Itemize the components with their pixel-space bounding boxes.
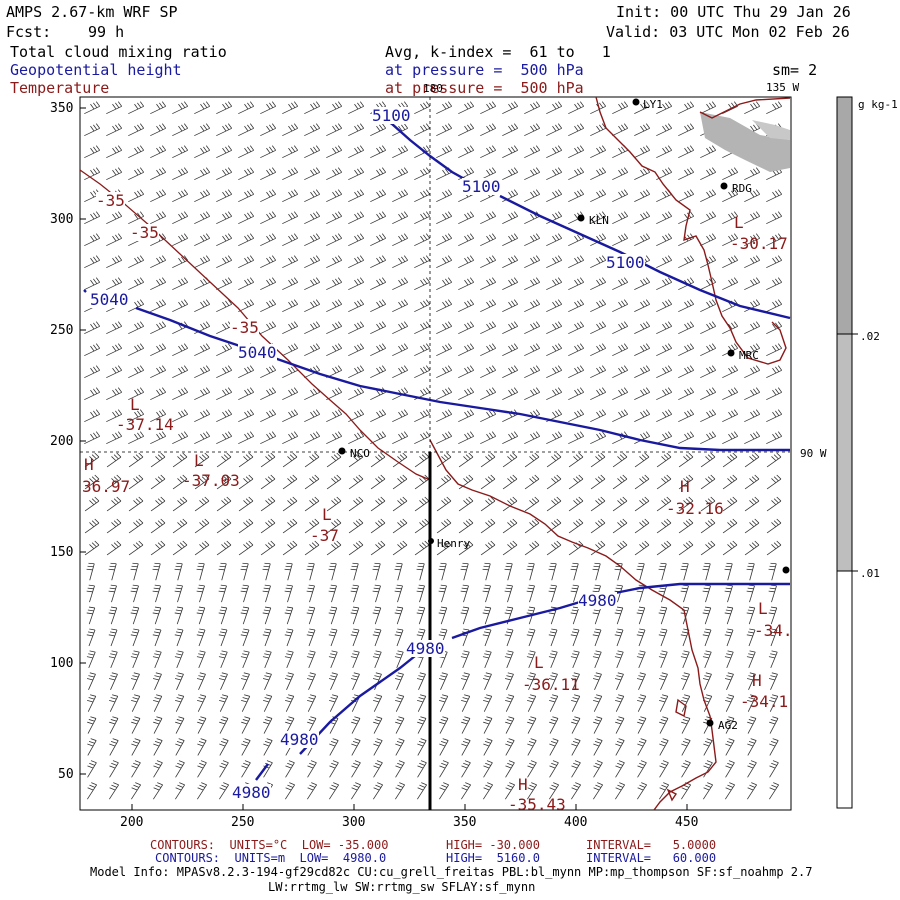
temp-label: -34.1	[740, 692, 789, 711]
colorbar-high	[836, 96, 853, 335]
height-label: 4980	[578, 591, 617, 610]
x-tick: 300	[342, 815, 366, 830]
smoothing: sm= 2	[772, 61, 818, 79]
station-label: NCO	[350, 447, 370, 460]
station-label: Henry	[437, 537, 471, 550]
temp-label: H	[680, 477, 690, 496]
model-info-2: LW:rrtmg_lw SW:rrtmg_sw SFLAY:sf_mynn	[268, 880, 536, 894]
height-contour-interval: INTERVAL= 60.000	[586, 851, 717, 865]
x-tick: 250	[231, 815, 255, 830]
station-ag2-marker	[706, 719, 714, 727]
temp-label: -37.14	[116, 415, 174, 434]
height-label: 5100	[462, 177, 501, 196]
field-height: Geopotential height	[10, 61, 182, 79]
temp-label: L	[534, 653, 544, 672]
model-info: Model Info: MPASv8.2.3-194-gf29cd82c CU:…	[90, 865, 813, 879]
temp-label: -34.	[754, 621, 793, 640]
forecast-label: Fcst:	[6, 23, 52, 41]
init-time: Init: 00 UTC Thu 29 Jan 26	[616, 3, 851, 21]
y-tick: 200	[50, 434, 74, 449]
temp-label: -36.11	[522, 675, 580, 694]
temp-label: -37.03	[182, 471, 240, 490]
temp-label: L	[130, 395, 140, 414]
height-contour-high: HIGH= 5160.0	[446, 851, 540, 865]
temp-label: L	[758, 599, 768, 618]
coastline	[429, 97, 791, 810]
lon-label-90w: 90 W	[800, 447, 827, 460]
height-label: 4980	[232, 783, 271, 802]
temp-label: -35.43	[508, 795, 566, 814]
temp-label: -32.16	[666, 499, 724, 518]
station-edge-marker	[782, 566, 790, 574]
temp-label: -37	[310, 526, 339, 545]
axis-ticks	[80, 107, 688, 810]
x-tick: 200	[120, 815, 144, 830]
y-tick: 250	[50, 323, 74, 338]
station-henry-marker	[428, 538, 434, 544]
station-label: KLN	[589, 214, 609, 227]
temp-label: -30.17	[730, 234, 788, 253]
temp-label: -35	[96, 191, 125, 210]
y-tick: 350	[50, 101, 74, 116]
colorbar-mid	[836, 333, 853, 572]
field-temperature: Temperature	[10, 79, 110, 97]
station-mrc-marker	[727, 349, 735, 357]
plot-frame	[79, 96, 792, 811]
cloud-shading	[700, 112, 790, 172]
temp-contour-interval: INTERVAL= 5.0000	[586, 838, 717, 852]
colorbar-unit: g kg-1	[858, 98, 898, 111]
height-label: 5040	[90, 290, 129, 309]
temp-label: H	[752, 671, 762, 690]
x-tick: 400	[564, 815, 588, 830]
colorbar-label: .02	[860, 330, 880, 343]
field-cloud: Total cloud mixing ratio	[10, 43, 227, 61]
station-label: RDG	[732, 182, 752, 195]
station-rdg-marker	[720, 182, 728, 190]
colorbar-label: .01	[860, 567, 880, 580]
height-label: 4980	[406, 639, 445, 658]
y-tick: 50	[58, 767, 74, 782]
x-tick: 450	[675, 815, 699, 830]
colorbar-low	[836, 570, 853, 809]
lon-label-180: 180	[423, 82, 443, 95]
temp-label: -35	[130, 223, 159, 242]
height-contour-info: CONTOURS: UNITS=m LOW= 4980.0	[155, 851, 387, 865]
station-kln-marker	[577, 214, 585, 222]
x-tick: 350	[453, 815, 477, 830]
map-title: AMPS 2.67-km WRF SP	[6, 3, 178, 21]
pressure-temperature: at pressure = 500 hPa	[385, 79, 584, 97]
y-tick: 100	[50, 656, 74, 671]
y-tick: 300	[50, 212, 74, 227]
height-label: 4980	[280, 730, 319, 749]
station-label: AG2	[718, 719, 738, 732]
station-nco-marker	[338, 447, 346, 455]
temp-label: L	[194, 451, 204, 470]
height-label: 5100	[606, 253, 645, 272]
station-markers	[338, 98, 790, 727]
lon-label-135w: 135 W	[766, 81, 800, 94]
avg-k-index: Avg, k-index = 61 to 1	[385, 43, 611, 61]
temp-contour-high: HIGH= -30.000	[446, 838, 540, 852]
height-label: 5100	[372, 106, 411, 125]
station-label: MRC	[739, 349, 759, 362]
temp-label: 36.97	[82, 477, 131, 496]
station-label: LY1	[643, 98, 663, 111]
temp-label: -35	[230, 318, 259, 337]
temp-label: H	[518, 775, 528, 794]
valid-time: Valid: 03 UTC Mon 02 Feb 26	[606, 23, 850, 41]
station-ly1-marker	[632, 98, 640, 106]
temp-label: L	[322, 505, 332, 524]
temp-label: L	[734, 213, 744, 232]
y-tick: 150	[50, 545, 74, 560]
temp-label: H	[84, 455, 94, 474]
temp-contour-info: CONTOURS: UNITS=°C LOW= -35.000	[150, 838, 389, 852]
pressure-height: at pressure = 500 hPa	[385, 61, 584, 79]
forecast-value: 99 h	[88, 23, 125, 41]
temperature-contours	[80, 169, 431, 481]
height-label: 5040	[238, 343, 277, 362]
